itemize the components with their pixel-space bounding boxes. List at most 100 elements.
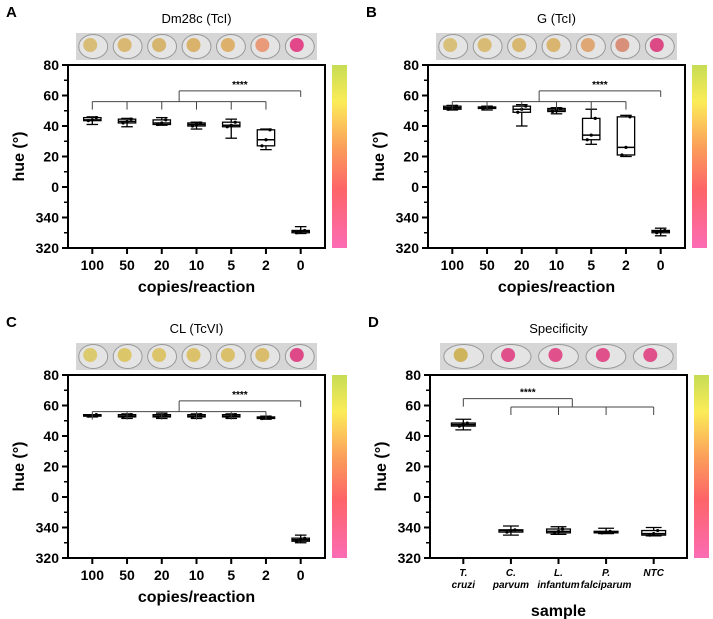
y-axis-label: hue (°) <box>11 442 28 492</box>
panel-title: CL (TcVI) <box>170 321 224 336</box>
x-tick-label: 50 <box>119 257 135 273</box>
panel-label: D <box>368 314 379 331</box>
data-point <box>604 530 608 534</box>
y-tick-label: 80 <box>43 57 59 73</box>
y-tick-label: 20 <box>403 149 419 165</box>
well-sample <box>117 348 132 362</box>
data-point <box>260 416 264 421</box>
data-point <box>264 138 268 142</box>
hue-colorbar <box>332 375 347 558</box>
y-tick-label: 320 <box>36 240 60 256</box>
data-point <box>446 107 450 111</box>
data-point <box>516 110 520 114</box>
data-point <box>513 528 517 532</box>
x-tick-label: 20 <box>154 257 170 273</box>
panel-title: Dm28c (TcI) <box>161 11 231 26</box>
y-tick-label: 40 <box>43 428 59 444</box>
y-tick-label: 340 <box>36 520 60 536</box>
data-point <box>86 414 90 418</box>
well-sample <box>186 38 201 52</box>
data-point <box>198 121 203 125</box>
well-sample <box>220 348 235 362</box>
data-point <box>198 413 203 417</box>
significance-label: **** <box>520 388 536 399</box>
well-sample <box>649 38 664 52</box>
well-sample <box>643 348 658 362</box>
data-point <box>268 415 272 419</box>
data-point <box>299 229 303 233</box>
plot-frame <box>67 374 326 559</box>
data-point <box>593 116 597 120</box>
y-tick-label: 20 <box>43 459 59 475</box>
data-point <box>620 153 624 157</box>
x-tick-label: 100 <box>441 257 465 273</box>
y-axis-label: hue (°) <box>373 442 390 492</box>
panel-label: C <box>6 314 17 331</box>
x-tick-label: L. <box>554 568 563 579</box>
well-sample <box>152 38 167 52</box>
well-sample <box>580 38 595 52</box>
data-point <box>589 133 593 137</box>
x-tick-label: 5 <box>227 567 235 583</box>
data-point <box>659 229 663 233</box>
box <box>581 117 601 141</box>
well-sample <box>477 38 492 52</box>
y-tick-label: 0 <box>413 489 421 505</box>
x-tick-label: 50 <box>119 567 135 583</box>
x-tick-label: cruzi <box>452 580 476 591</box>
well-sample <box>186 348 201 362</box>
x-axis-label: sample <box>531 603 586 619</box>
y-tick-label: 80 <box>403 57 419 73</box>
x-tick-label: 2 <box>262 567 270 583</box>
data-point <box>600 531 604 535</box>
data-point <box>461 422 465 427</box>
well-sample <box>255 348 270 362</box>
y-tick-label: 60 <box>405 398 421 414</box>
data-point <box>663 228 667 233</box>
x-tick-label: 2 <box>262 257 270 273</box>
x-axis-label: copies/reaction <box>138 589 255 606</box>
data-point <box>465 421 469 425</box>
data-point <box>481 106 485 111</box>
x-tick-label: 0 <box>297 257 305 273</box>
data-point <box>233 120 237 124</box>
data-point <box>585 138 589 142</box>
data-point <box>129 413 133 417</box>
data-point <box>121 121 125 125</box>
data-point <box>295 539 299 543</box>
well-sample <box>453 348 468 362</box>
x-tick-label: infantum <box>537 580 579 591</box>
y-tick-label: 20 <box>43 149 59 165</box>
well-sample <box>220 38 235 52</box>
data-point <box>556 529 561 533</box>
data-point <box>656 528 660 533</box>
y-tick-label: 60 <box>43 398 59 414</box>
data-point <box>233 413 237 417</box>
well-sample <box>83 348 98 362</box>
x-axis-label: copies/reaction <box>138 279 255 296</box>
y-axis-label: hue (°) <box>371 132 388 182</box>
panel-title: G (TcI) <box>537 11 576 26</box>
panel-title: Specificity <box>529 321 588 336</box>
panel-d: D Specificity 80 60 40 20 0 340 320 hue (°) T.cruz… <box>368 314 709 619</box>
data-point <box>554 108 559 112</box>
well-sample <box>595 348 610 362</box>
well-sample <box>152 348 167 362</box>
data-point <box>295 231 299 235</box>
data-point <box>552 531 557 535</box>
y-tick-label: 320 <box>36 550 60 566</box>
data-point <box>164 413 168 417</box>
x-tick-label: NTC <box>643 568 664 579</box>
data-point <box>624 145 628 149</box>
well-sample <box>512 38 527 52</box>
x-tick-label: T. <box>459 568 467 579</box>
data-point <box>268 128 272 132</box>
x-tick-label: falciparum <box>581 580 632 591</box>
panel-label: A <box>6 4 17 21</box>
data-point <box>260 144 264 148</box>
plot-frame <box>427 64 686 249</box>
y-axis-label: hue (°) <box>11 132 28 182</box>
data-point <box>303 228 307 233</box>
